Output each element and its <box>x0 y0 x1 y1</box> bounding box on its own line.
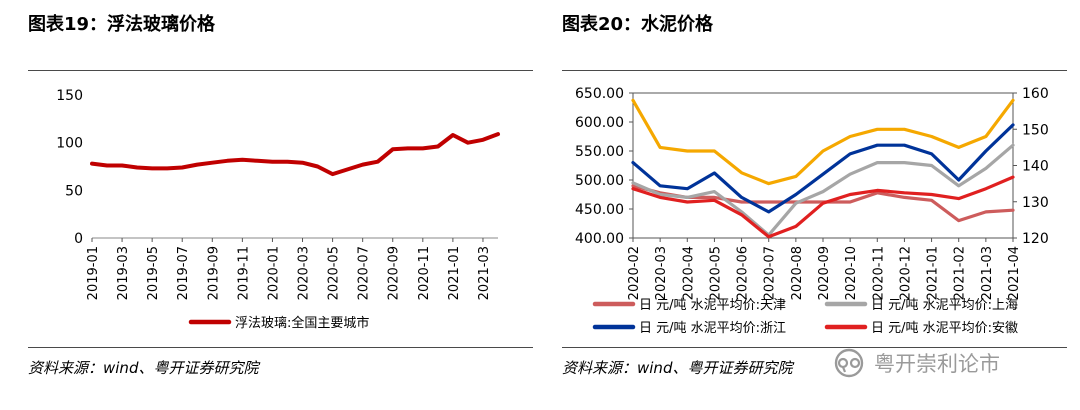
legend-label: 日 元/吨 水泥平均价:浙江 <box>639 321 786 336</box>
y-tick-label: 100 <box>56 136 83 152</box>
series-line-1 <box>631 143 1015 237</box>
plot-frame <box>632 92 1014 239</box>
y-tick-label: 400.00 <box>575 231 624 247</box>
left-top-rule <box>28 70 533 71</box>
x-tick-label: 2020-10 <box>844 246 859 300</box>
series-line-4 <box>631 98 1015 186</box>
y2-tick-label: 130 <box>1022 195 1049 211</box>
right-source-note: 资料来源：wind、粤开证券研究院 <box>562 359 793 377</box>
left-chart-title: 图表19：浮法玻璃价格 <box>28 14 216 35</box>
x-tick-label: 2019-01 <box>86 246 101 300</box>
x-tick-label: 2020-01 <box>266 246 281 300</box>
left-source-note: 资料来源：wind、粤开证券研究院 <box>28 359 259 377</box>
x-tick-label: 2021-03 <box>477 246 492 300</box>
y-tick-label: 550.00 <box>575 144 624 160</box>
y-tick-label: 450.00 <box>575 202 624 218</box>
glass-price-chart: 0 50 100 150 2019-01 2019-03 2019-05 2019-07 201… <box>56 88 500 331</box>
left-bottom-rule <box>28 347 533 348</box>
x-tick-label: 2019-03 <box>116 246 131 300</box>
x-tick-label: 2020-07 <box>357 246 372 300</box>
legend-label: 日 元/吨 水泥平均价:天津 <box>639 298 786 313</box>
x-tick-label: 2020-02 <box>627 246 642 300</box>
series-line-0 <box>90 132 500 177</box>
y-tick-label: 600.00 <box>575 115 624 131</box>
y2-tick-label: 120 <box>1022 231 1049 247</box>
x-tick-label: 2020-12 <box>898 246 913 300</box>
x-tick-label: 2020-05 <box>327 246 342 300</box>
x-tick-label: 2019-09 <box>206 246 221 300</box>
x-tick-label: 2019-07 <box>176 246 191 300</box>
wechat-official-account-icon <box>834 348 864 378</box>
series-line-3 <box>631 175 1015 239</box>
x-tick-label: 2020-06 <box>736 246 751 300</box>
legend-label: 日 元/吨 水泥平均价:安徽 <box>871 321 1018 336</box>
x-tick-label: 2020-04 <box>681 246 696 300</box>
x-tick-label: 2020-07 <box>763 246 778 300</box>
x-tick-label: 2021-02 <box>953 246 968 300</box>
x-tick-label: 2020-11 <box>417 246 432 300</box>
x-tick-label: 2019-05 <box>146 246 161 300</box>
y-tick-label: 650.00 <box>575 86 624 102</box>
watermark: 粤开崇利论市 <box>832 346 1000 380</box>
x-tick-label: 2021-01 <box>926 246 941 300</box>
x-tick-label: 2021-04 <box>1007 246 1022 300</box>
y-tick-label: 500.00 <box>575 173 624 189</box>
watermark-text: 粤开崇利论市 <box>874 352 1000 376</box>
y2-tick-label: 150 <box>1022 122 1049 138</box>
series-line-2 <box>631 123 1015 214</box>
y-tick-label: 0 <box>74 231 83 247</box>
x-tick-label: 2020-09 <box>387 246 402 300</box>
y2-tick-label: 140 <box>1022 159 1049 175</box>
x-tick-label: 2020-03 <box>297 246 312 300</box>
x-tick-label: 2020-11 <box>871 246 886 300</box>
x-tick-label: 2019-11 <box>236 246 251 300</box>
x-tick-label: 2020-03 <box>654 246 669 300</box>
y-tick-label: 50 <box>65 183 83 199</box>
right-bottom-rule <box>562 347 1067 348</box>
x-tick-label: 2021-03 <box>980 246 995 300</box>
y2-tick-label: 160 <box>1022 86 1049 102</box>
right-chart-title: 图表20：水泥价格 <box>562 14 714 35</box>
x-tick-label: 2020-09 <box>817 246 832 300</box>
legend-label: 浮法玻璃:全国主要城市 <box>235 315 369 331</box>
x-tick-label: 2020-05 <box>708 246 723 300</box>
y-tick-label: 150 <box>56 88 83 104</box>
legend-label: 日 元/吨 水泥平均价:上海 <box>871 298 1018 313</box>
x-tick-label: 2020-08 <box>790 246 805 300</box>
cement-price-chart: 400.00 450.00 500.00 550.00 600.00 650.00 120 1… <box>575 86 1049 336</box>
x-tick-label: 2021-01 <box>447 246 462 300</box>
right-top-rule <box>562 70 1067 71</box>
